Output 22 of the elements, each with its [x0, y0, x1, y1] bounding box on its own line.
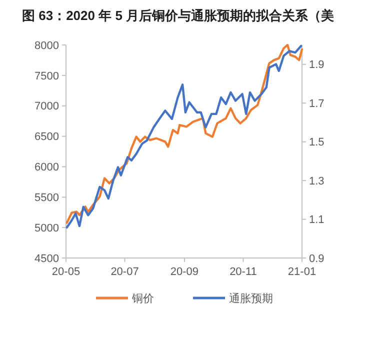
y2-tick-label: 0.9	[309, 252, 324, 265]
y-tick-label: 8000	[34, 40, 59, 52]
chart-title: 图 63：2020 年 5 月后铜价与通胀预期的拟合关系（美	[22, 8, 334, 23]
y-tick-label: 4500	[34, 252, 59, 265]
y-tick-label: 6000	[34, 162, 59, 174]
y-tick-label: 7500	[34, 70, 59, 82]
y2-tick-label: 1.7	[309, 98, 324, 110]
y-tick-label: 7000	[34, 100, 59, 113]
legend-label: 铜价	[131, 292, 154, 305]
x-tick-label: 21-01	[288, 266, 316, 278]
x-tick-label: 20-07	[110, 266, 139, 278]
y-tick-label: 5000	[34, 222, 59, 234]
y2-tick-label: 1.5	[309, 136, 324, 149]
y2-tick-label: 1.1	[309, 214, 324, 226]
x-tick-label: 20-09	[170, 266, 199, 278]
y-tick-label: 6500	[34, 131, 59, 144]
y-tick-label: 5500	[34, 192, 59, 204]
x-tick-label: 20-05	[52, 266, 80, 278]
legend-label: 通胀预期	[229, 292, 273, 305]
y2-tick-label: 1.3	[309, 175, 324, 188]
x-tick-label: 20-11	[230, 266, 257, 278]
y2-tick-label: 1.9	[309, 59, 324, 72]
